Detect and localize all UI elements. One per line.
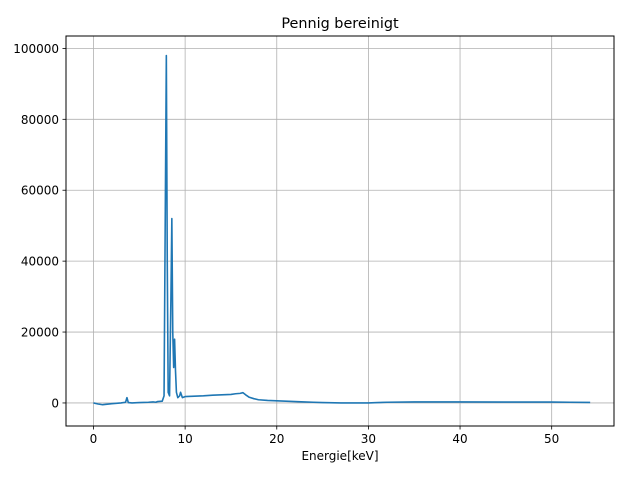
x-tick-label: 50 <box>544 432 559 446</box>
grid <box>66 36 614 426</box>
y-tick-label: 0 <box>51 396 59 410</box>
x-tick-label: 10 <box>177 432 192 446</box>
x-tick-label: 30 <box>361 432 376 446</box>
y-tick-label: 100000 <box>13 42 59 56</box>
series-line <box>93 54 591 406</box>
x-tick-label: 20 <box>269 432 284 446</box>
x-tick-label: 0 <box>90 432 98 446</box>
chart-title: Pennig bereinigt <box>281 16 399 32</box>
y-axis-ticks: 0 20000 40000 60000 80000 100000 <box>13 42 66 410</box>
y-tick-label: 80000 <box>21 113 59 127</box>
x-axis-ticks: 0 10 20 30 40 50 <box>90 426 559 446</box>
y-tick-label: 40000 <box>21 255 59 269</box>
plot-frame <box>65 35 615 427</box>
x-tick-label: 40 <box>452 432 467 446</box>
x-axis-label: Energie[keV] <box>301 449 378 463</box>
y-tick-label: 20000 <box>21 326 59 340</box>
y-tick-label: 60000 <box>21 184 59 198</box>
series-layer <box>93 54 591 406</box>
